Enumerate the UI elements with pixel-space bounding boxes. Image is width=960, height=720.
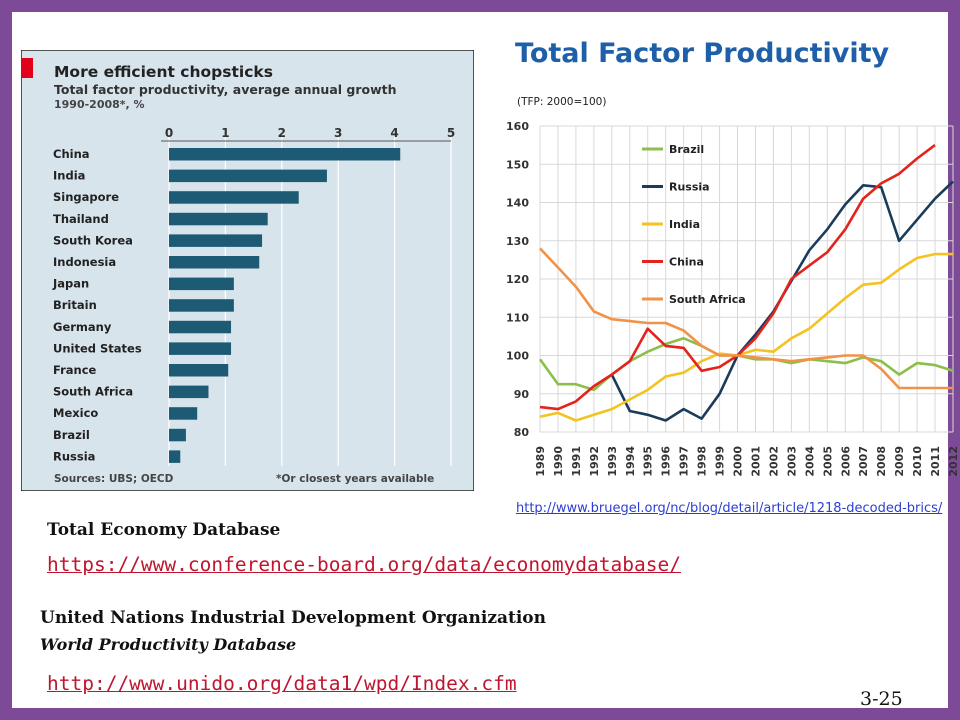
y-tick-label: 90 [514,388,530,401]
x-tick-label: 3 [334,126,342,140]
x-tick-label: 2003 [785,446,798,477]
x-tick-label: 1993 [606,446,619,477]
category-label: Russia [53,449,95,463]
x-tick-label: 1989 [534,446,547,477]
x-tick-label: 4 [390,126,398,140]
bar [169,191,299,204]
category-label: Thailand [53,212,109,226]
x-tick-label: 1992 [588,446,601,477]
series-line-russia [610,180,954,422]
brand-accent-mark [21,58,33,78]
page-number: 3-25 [860,688,903,710]
x-tick-label: 2004 [803,446,816,477]
category-label: Germany [53,320,112,334]
category-label: South Africa [53,385,133,399]
bar [169,342,232,355]
x-tick-label: 2 [278,126,286,140]
x-tick-label: 1991 [570,446,583,477]
category-label: India [53,169,85,183]
category-label: Japan [52,277,89,291]
x-tick-label: 1990 [552,446,565,477]
bar [169,256,260,269]
x-tick-label: 1997 [678,446,691,477]
y-axis-note: (TFP: 2000=100) [517,96,606,108]
bar [169,364,229,377]
x-tick-label: 1996 [660,446,673,477]
y-tick-label: 100 [506,350,529,363]
category-label: France [53,363,97,377]
page-title: Total Factor Productivity [515,38,890,69]
conference-board-link[interactable]: https://www.conference-board.org/data/ec… [47,553,681,576]
bar [169,299,234,312]
y-tick-label: 110 [506,311,529,324]
category-label: Indonesia [53,255,116,269]
legend-label: Brazil [669,143,704,156]
x-tick-label: 2005 [821,446,834,477]
category-label: United States [53,341,142,355]
x-tick-label: 2001 [749,446,762,477]
x-tick-label: 2002 [767,446,780,477]
bar [169,169,327,183]
x-tick-label: 1995 [642,446,655,477]
y-tick-label: 140 [506,197,529,210]
bar [169,277,234,291]
x-tick-label: 1 [221,126,229,140]
x-tick-label: 2007 [857,446,870,477]
chart-footnote: *Or closest years available [276,473,434,485]
series-line-south-africa [539,247,953,390]
tfp-index-line-chart: (TFP: 2000=100) 80 90 100 110 120 130 140 150 160… [506,96,957,477]
bar [169,385,209,399]
y-tick-label: 130 [506,235,529,248]
x-tick-label: 2008 [875,446,888,477]
x-tick-label: 0 [165,126,173,140]
x-tick-label: 2011 [929,446,942,477]
x-tick-label: 1998 [696,446,709,477]
legend-label: Russia [669,181,710,194]
bar [169,148,401,161]
bar [169,450,181,463]
bruegel-source-link[interactable]: http://www.bruegel.org/nc/blog/detail/ar… [516,501,943,516]
total-economy-database-title: Total Economy Database [47,520,281,540]
bar [169,212,268,226]
bar [169,428,186,442]
bar [169,234,263,247]
category-label: Brazil [53,428,90,442]
series-line-india [539,252,953,422]
category-label: China [53,147,90,161]
x-tick-label: 1994 [624,446,637,477]
chart-subtitle-period: 1990-2008*, % [54,98,145,111]
x-tick-label: 2000 [732,446,745,477]
legend-label: China [669,256,704,269]
x-tick-label: 2012 [947,446,957,477]
unido-subtitle: World Productivity Database [40,635,297,654]
bar [169,320,232,334]
x-tick-label: 2010 [911,446,924,477]
y-tick-label: 160 [506,120,529,133]
x-tick-label: 5 [447,126,455,140]
legend-label: South Africa [669,293,746,306]
category-label: Singapore [53,190,119,204]
chart-subtitle: Total factor productivity, average annua… [54,82,397,97]
y-tick-label: 150 [506,158,529,171]
chart-source: Sources: UBS; OECD [54,473,174,485]
category-label: Mexico [53,406,98,420]
unido-title: United Nations Industrial Development Or… [40,608,546,628]
unido-link[interactable]: http://www.unido.org/data1/wpd/Index.cfm [47,672,517,695]
category-label: Britain [53,298,97,312]
chart-background [21,50,474,491]
slide: Total Factor Productivity More efficient… [12,12,957,710]
y-tick-label: 80 [514,426,530,439]
x-tick-label: 2006 [839,446,852,477]
y-tick-label: 120 [506,273,529,286]
legend-label: India [669,218,700,231]
category-label: South Korea [53,233,133,247]
bar [169,407,198,420]
x-tick-label: 1999 [714,446,727,477]
x-tick-label: 2009 [893,446,906,477]
chart-title: More efficient chopsticks [54,63,273,81]
